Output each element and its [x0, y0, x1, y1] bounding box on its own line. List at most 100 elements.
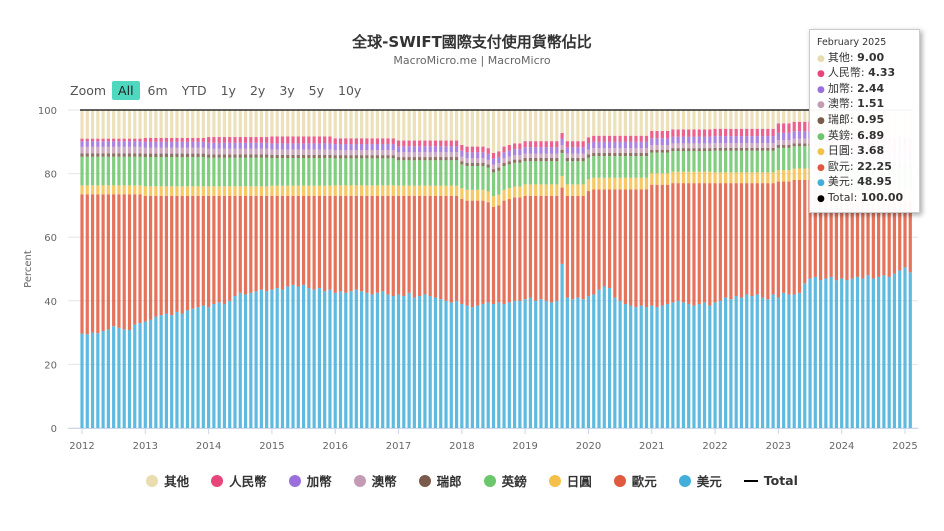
- bar-segment-日圓[interactable]: [412, 185, 416, 196]
- bar-segment-其他[interactable]: [592, 110, 596, 136]
- bar-segment-美元[interactable]: [739, 297, 744, 428]
- bar-segment-人民幣[interactable]: [745, 128, 749, 137]
- bar-segment-人民幣[interactable]: [185, 137, 190, 142]
- bar-segment-英鎊[interactable]: [312, 158, 316, 186]
- bar-segment-歐元[interactable]: [850, 202, 854, 279]
- bar-segment-其他[interactable]: [502, 110, 506, 147]
- bar-segment-加幣[interactable]: [333, 144, 337, 151]
- bar-segment-瑞郎[interactable]: [745, 147, 749, 151]
- bar-segment-人民幣[interactable]: [386, 138, 390, 145]
- legend-item[interactable]: 日圓: [548, 471, 592, 490]
- bar-segment-瑞郎[interactable]: [338, 155, 343, 159]
- bar-segment-歐元[interactable]: [655, 184, 659, 308]
- bar-segment-加幣[interactable]: [354, 144, 358, 151]
- zoom-button-10y[interactable]: 10y: [338, 83, 362, 98]
- bar-segment-日圓[interactable]: [407, 185, 411, 196]
- bar-segment-澳幣[interactable]: [760, 143, 765, 148]
- bar-segment-瑞郎[interactable]: [623, 152, 627, 157]
- bar-segment-人民幣[interactable]: [697, 129, 701, 137]
- bar-segment-加幣[interactable]: [713, 136, 717, 144]
- bar-segment-英鎊[interactable]: [259, 157, 263, 187]
- bar-segment-澳幣[interactable]: [133, 146, 137, 154]
- bar-segment-英鎊[interactable]: [528, 161, 533, 185]
- bar-segment-英鎊[interactable]: [275, 158, 279, 186]
- bar-segment-英鎊[interactable]: [138, 156, 142, 186]
- bar-segment-美元[interactable]: [307, 288, 311, 428]
- bar-segment-英鎊[interactable]: [185, 157, 190, 187]
- bar-segment-美元[interactable]: [402, 296, 406, 428]
- bar-segment-美元[interactable]: [228, 300, 232, 428]
- bar-segment-澳幣[interactable]: [185, 147, 190, 154]
- bar-segment-其他[interactable]: [254, 110, 258, 138]
- bar-segment-其他[interactable]: [117, 110, 121, 139]
- bar-segment-英鎊[interactable]: [513, 162, 517, 187]
- bar-segment-其他[interactable]: [444, 110, 448, 141]
- bar-segment-日圓[interactable]: [755, 172, 759, 184]
- bar-segment-日圓[interactable]: [702, 171, 707, 184]
- bar-segment-加幣[interactable]: [386, 144, 390, 151]
- bar-segment-人民幣[interactable]: [528, 141, 533, 148]
- bar-segment-澳幣[interactable]: [465, 158, 469, 163]
- bar-segment-美元[interactable]: [745, 294, 749, 428]
- bar-segment-人民幣[interactable]: [497, 151, 501, 158]
- bar-segment-日圓[interactable]: [444, 185, 448, 196]
- bar-segment-加幣[interactable]: [164, 141, 169, 148]
- bar-segment-人民幣[interactable]: [307, 136, 311, 144]
- bar-segment-日圓[interactable]: [423, 185, 427, 196]
- bar-segment-人民幣[interactable]: [454, 140, 459, 147]
- bar-segment-歐元[interactable]: [112, 194, 116, 327]
- bar-segment-瑞郎[interactable]: [360, 155, 364, 159]
- bar-segment-澳幣[interactable]: [702, 143, 707, 149]
- bar-segment-瑞郎[interactable]: [708, 148, 712, 152]
- bar-segment-瑞郎[interactable]: [265, 154, 269, 158]
- bar-segment-英鎊[interactable]: [154, 157, 158, 187]
- bar-segment-美元[interactable]: [787, 294, 791, 428]
- bar-segment-日圓[interactable]: [549, 184, 554, 196]
- bar-segment-人民幣[interactable]: [623, 135, 627, 142]
- bar-segment-歐元[interactable]: [154, 195, 158, 317]
- bar-segment-日圓[interactable]: [106, 185, 110, 195]
- bar-segment-日圓[interactable]: [681, 171, 686, 184]
- bar-segment-美元[interactable]: [185, 310, 190, 428]
- bar-segment-澳幣[interactable]: [175, 147, 179, 154]
- bar-segment-英鎊[interactable]: [191, 157, 195, 187]
- bar-segment-人民幣[interactable]: [523, 141, 527, 148]
- bar-segment-其他[interactable]: [681, 110, 686, 130]
- bar-segment-歐元[interactable]: [491, 206, 496, 304]
- bar-segment-瑞郎[interactable]: [386, 155, 390, 159]
- bar-segment-美元[interactable]: [80, 333, 84, 428]
- bar-segment-人民幣[interactable]: [708, 129, 712, 137]
- bar-segment-美元[interactable]: [845, 280, 849, 428]
- bar-segment-瑞郎[interactable]: [449, 157, 453, 161]
- bar-segment-歐元[interactable]: [708, 183, 712, 306]
- bar-segment-英鎊[interactable]: [797, 146, 802, 169]
- bar-segment-加幣[interactable]: [196, 141, 200, 148]
- bar-segment-美元[interactable]: [607, 288, 612, 428]
- bar-segment-人民幣[interactable]: [154, 137, 158, 142]
- bar-segment-人民幣[interactable]: [296, 136, 300, 144]
- bar-segment-英鎊[interactable]: [739, 150, 744, 173]
- bar-segment-瑞郎[interactable]: [233, 154, 237, 158]
- bar-segment-加幣[interactable]: [708, 136, 712, 144]
- bar-segment-英鎊[interactable]: [681, 151, 686, 172]
- bar-segment-歐元[interactable]: [259, 195, 263, 290]
- bar-segment-英鎊[interactable]: [444, 160, 448, 186]
- bar-segment-人民幣[interactable]: [164, 137, 169, 142]
- bar-segment-歐元[interactable]: [148, 195, 153, 320]
- bar-segment-英鎊[interactable]: [122, 156, 126, 186]
- zoom-button-3y[interactable]: 3y: [279, 83, 295, 98]
- bar-segment-歐元[interactable]: [228, 195, 232, 301]
- bar-segment-澳幣[interactable]: [265, 148, 269, 155]
- bar-segment-英鎊[interactable]: [212, 157, 216, 187]
- bar-segment-瑞郎[interactable]: [518, 159, 522, 163]
- bar-segment-歐元[interactable]: [323, 195, 327, 292]
- bar-segment-其他[interactable]: [265, 110, 269, 138]
- bar-segment-瑞郎[interactable]: [307, 154, 311, 159]
- bar-segment-歐元[interactable]: [212, 195, 216, 304]
- bar-segment-人民幣[interactable]: [555, 141, 559, 148]
- zoom-button-6m[interactable]: 6m: [147, 83, 168, 98]
- bar-segment-其他[interactable]: [734, 110, 738, 129]
- bar-segment-歐元[interactable]: [634, 189, 638, 308]
- bar-segment-澳幣[interactable]: [344, 150, 348, 156]
- bar-segment-歐元[interactable]: [840, 202, 844, 279]
